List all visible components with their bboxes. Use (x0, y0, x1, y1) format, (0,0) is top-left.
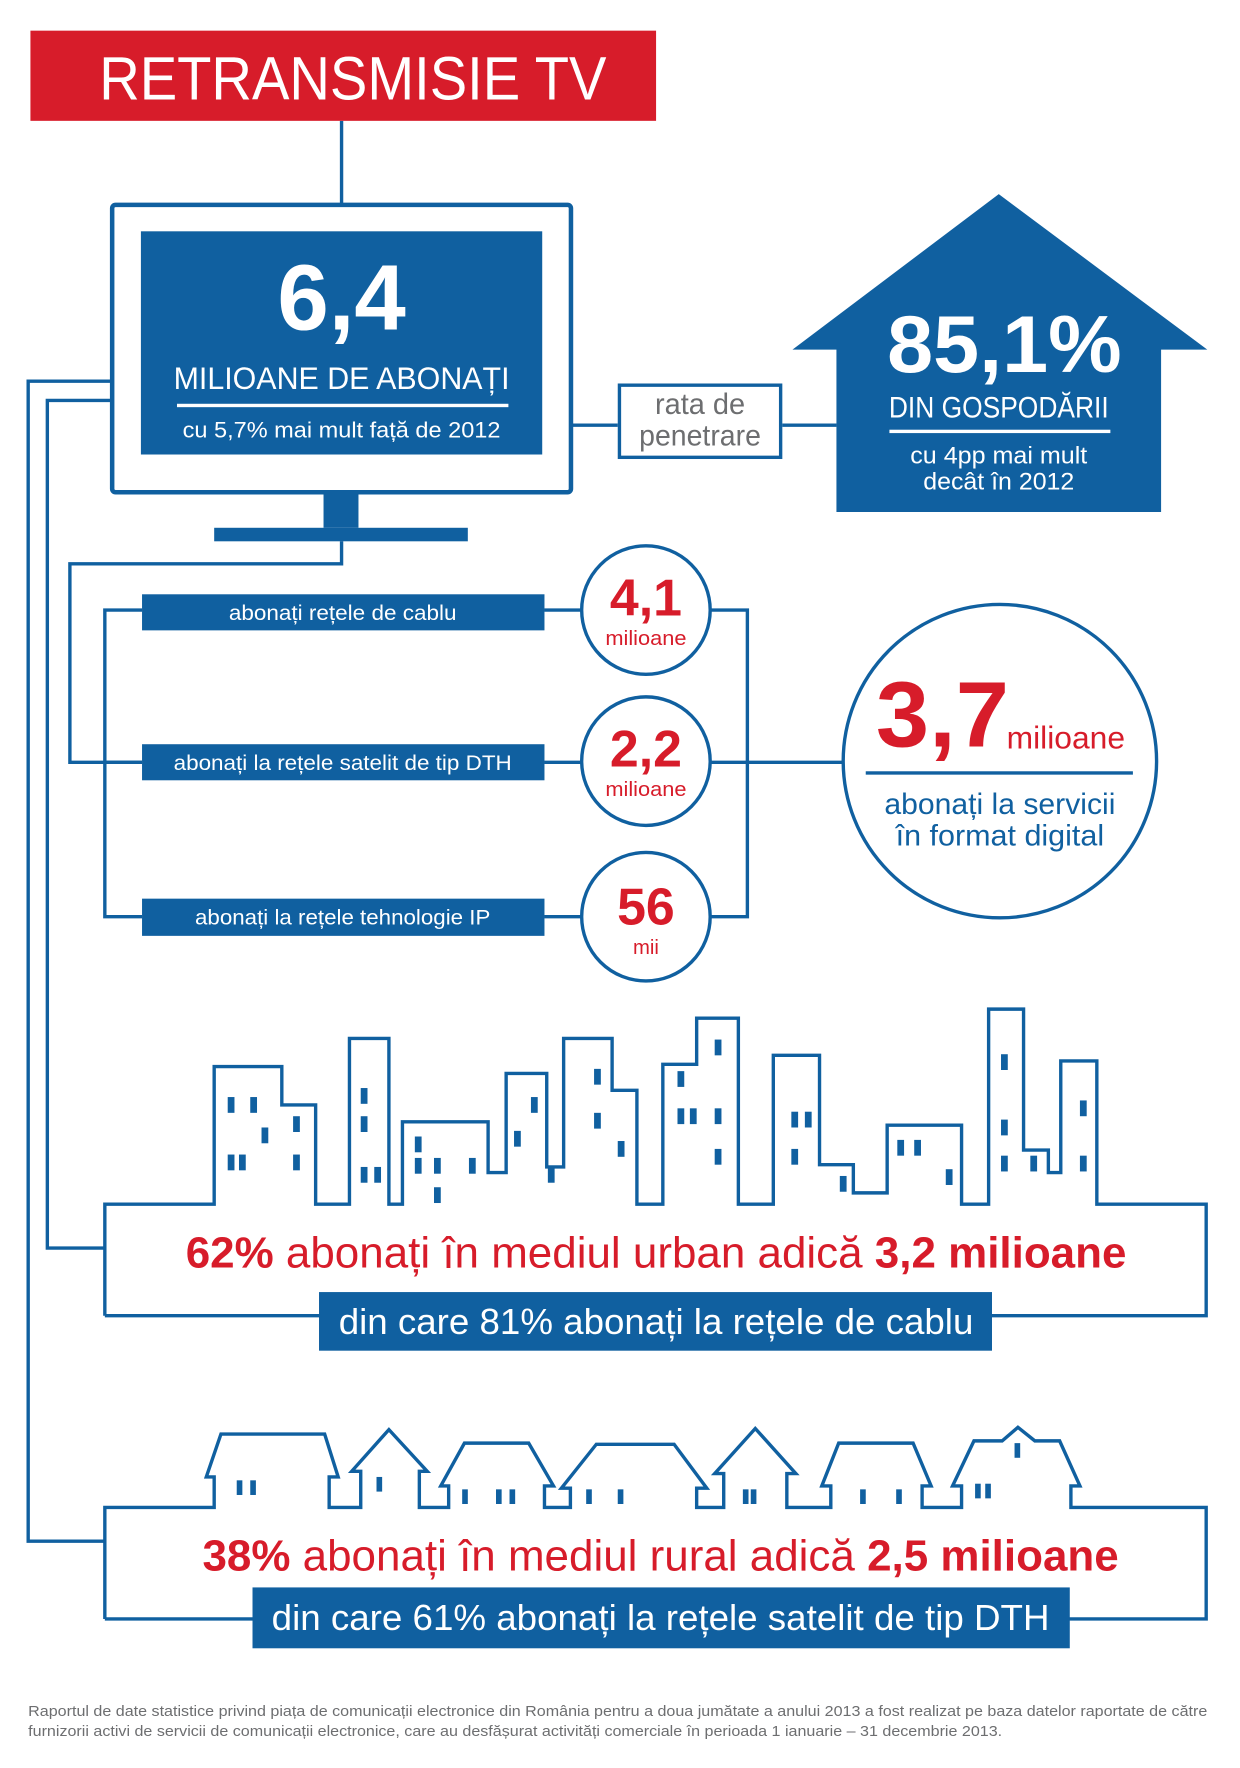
tv-graphic: 6,4 MILIOANE DE ABONAȚI cu 5,7% mai mult… (109, 202, 574, 542)
network-label: abonați la rețele tehnologie IP (195, 906, 490, 930)
connector-lines (26, 120, 843, 1543)
rural-text: abonați în mediul rural adică (290, 1532, 867, 1581)
urban-text: abonați în mediul urban adică (274, 1228, 875, 1277)
network-label: abonați la rețele satelit de tip DTH (174, 751, 512, 775)
digital-label-line1: abonați la servicii (884, 788, 1115, 821)
urban-section: 62% abonați în mediul urban adică 3,2 mi… (103, 1007, 1208, 1351)
network-row-ip: abonați la rețele tehnologie IP 56 mii (142, 850, 712, 983)
title-banner: RETRANSMISIE TV (30, 30, 657, 121)
rural-percent: 38% (202, 1532, 290, 1581)
network-value: 4,1 (610, 569, 682, 627)
urban-percent: 62% (186, 1228, 274, 1277)
digital-unit: milioane (1007, 720, 1125, 756)
footer-note-line1: Raportul de date statistice privind piaț… (28, 1703, 1207, 1720)
penetration-label: DIN GOSPODĂRII (889, 391, 1109, 424)
urban-subtext: din care 81% abonați la rețele de cablu (339, 1301, 974, 1342)
house-windows (236, 1443, 1021, 1504)
penetration-label-line2: penetrare (639, 419, 761, 452)
footer-note-line2: furnizorii activi de servicii de comunic… (28, 1723, 1002, 1740)
urban-headline: 62% abonați în mediul urban adică 3,2 mi… (186, 1228, 1127, 1277)
household-house-graphic: 85,1% DIN GOSPODĂRII cu 4pp mai mult dec… (792, 194, 1208, 513)
network-row-cable: abonați rețele de cablu 4,1 milioane (142, 544, 712, 677)
digital-label-line2: în format digital (895, 820, 1105, 853)
rural-amount: 2,5 milioane (867, 1532, 1119, 1581)
rural-section: 38% abonați în mediul rural adică 2,5 mi… (103, 1425, 1208, 1649)
penetration-note-line1: cu 4pp mai mult (910, 444, 1087, 470)
network-row-dth: abonați la rețele satelit de tip DTH 2,2… (142, 695, 712, 828)
penetration-value: 85,1% (887, 300, 1121, 390)
rural-headline: 38% abonați în mediul rural adică 2,5 mi… (202, 1532, 1118, 1581)
network-unit: mii (633, 937, 659, 959)
total-subscribers-note: cu 5,7% mai mult față de 2012 (183, 418, 501, 443)
rural-subtext: din care 61% abonați la rețele satelit d… (272, 1597, 1050, 1638)
network-unit: milioane (605, 628, 686, 650)
building-windows (227, 1039, 1087, 1204)
penetration-note-line2: decât în 2012 (923, 469, 1074, 495)
total-subscribers-label: MILIOANE DE ABONAȚI (174, 360, 510, 396)
penetration-label-line1: rata de (655, 388, 745, 421)
total-subscribers-value: 6,4 (277, 245, 405, 349)
digital-value: 3,7 (876, 662, 1009, 766)
network-value: 56 (617, 878, 675, 936)
penetration-label-box: rata de penetrare (617, 383, 783, 460)
network-unit: milioane (605, 779, 686, 801)
city-skyline-icon (103, 1007, 1208, 1318)
network-value: 2,2 (610, 720, 682, 778)
network-label: abonați rețele de cablu (229, 601, 457, 625)
urban-amount: 3,2 milioane (875, 1228, 1127, 1277)
page-title: RETRANSMISIE TV (99, 44, 607, 112)
village-houses-icon (103, 1425, 1208, 1621)
digital-subscribers-circle: 3,7 milioane abonați la servicii în form… (841, 602, 1159, 920)
